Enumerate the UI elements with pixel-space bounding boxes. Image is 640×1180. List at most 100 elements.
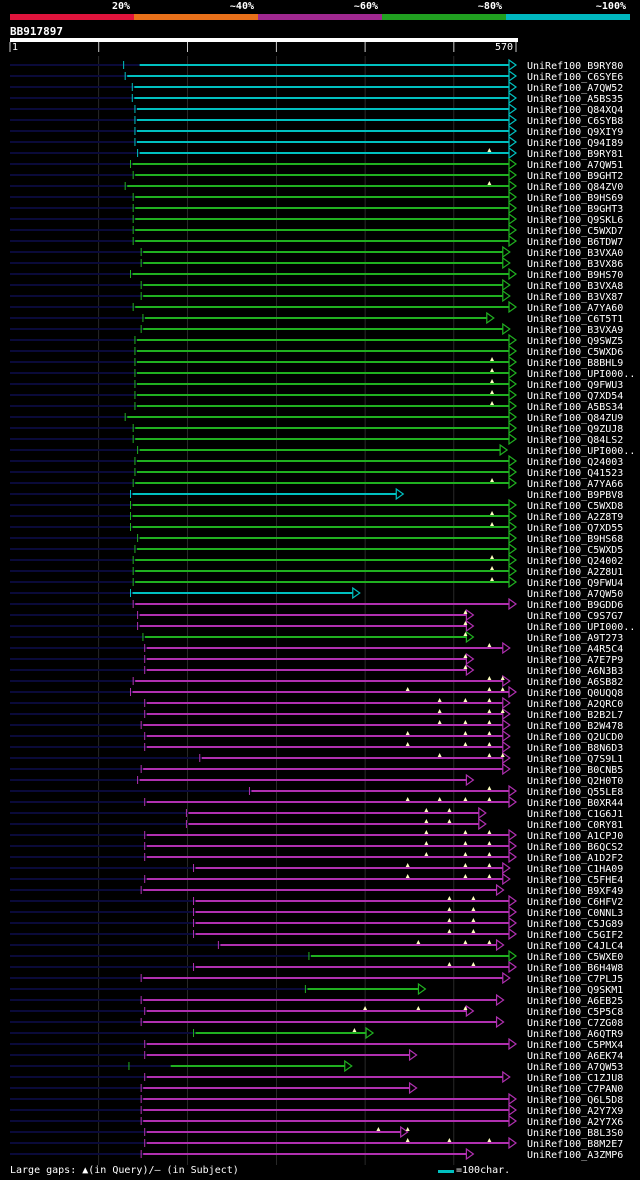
gap-legend: Large gaps: ▲(in Query)/— (in Subject) xyxy=(10,1165,239,1176)
hit-arrow xyxy=(502,740,511,754)
hit-arrow xyxy=(508,388,518,402)
hit-label: UniRef100_B0CNB5 xyxy=(527,765,623,776)
query-gap-marker xyxy=(487,731,492,735)
query-gap-marker xyxy=(405,731,410,735)
hit-arrow xyxy=(495,938,505,952)
query-gap-marker xyxy=(463,797,468,801)
hit-label: UniRef100_C1HA09 xyxy=(527,864,623,875)
hit-arrow xyxy=(502,751,511,765)
query-gap-marker xyxy=(500,676,505,680)
query-gap-marker xyxy=(463,852,468,856)
hit-arrow xyxy=(465,608,475,622)
query-gap-marker xyxy=(490,555,495,559)
query-gap-marker xyxy=(424,819,429,823)
hit-label: UniRef100_Q2H0T0 xyxy=(527,776,623,787)
hit-label: UniRef100_C6T5T1 xyxy=(527,314,623,325)
hit-arrow xyxy=(508,234,518,248)
hit-arrow xyxy=(495,1015,505,1029)
query-gap-marker xyxy=(424,841,429,845)
hit-label: UniRef100_C6SYE6 xyxy=(527,72,623,83)
hit-arrow xyxy=(508,223,518,237)
query-gap-marker xyxy=(447,929,452,933)
hit-arrow xyxy=(508,1103,518,1117)
query-gap-marker xyxy=(500,709,505,713)
query-gap-marker xyxy=(500,753,505,757)
query-gap-marker xyxy=(490,390,495,394)
hit-arrow xyxy=(465,619,475,633)
hit-label: UniRef100_B3VX86 xyxy=(527,259,623,270)
query-gap-marker xyxy=(463,742,468,746)
hit-label: UniRef100_C5GIF2 xyxy=(527,930,623,941)
query-gap-marker xyxy=(487,148,492,152)
hit-arrow xyxy=(502,729,511,743)
hit-arrow xyxy=(508,960,518,974)
hit-label: UniRef100_A6N3B3 xyxy=(527,666,623,677)
query-gap-marker xyxy=(447,896,452,900)
hit-label: UniRef100_Q9SWZ5 xyxy=(527,336,623,347)
hit-label: UniRef100_A6EK74 xyxy=(527,1051,623,1062)
hit-arrow xyxy=(508,135,518,149)
query-gap-marker xyxy=(487,698,492,702)
hit-arrow xyxy=(508,916,518,930)
hit-label: UniRef100_B9GHT2 xyxy=(527,171,623,182)
hit-label: UniRef100_B6QCS2 xyxy=(527,842,623,853)
query-gap-marker xyxy=(500,687,505,691)
legend-swatch xyxy=(134,14,258,20)
legend-label: ~60% xyxy=(353,1,378,12)
hit-arrow xyxy=(408,1081,418,1095)
hit-label: UniRef100_A6EB25 xyxy=(527,996,623,1007)
hit-label: UniRef100_Q55LE8 xyxy=(527,787,623,798)
hit-label: UniRef100_C6SYB8 xyxy=(527,116,623,127)
query-gap-marker xyxy=(463,698,468,702)
hit-arrow xyxy=(465,630,475,644)
query-gap-marker xyxy=(463,1006,468,1010)
query-gap-marker xyxy=(463,720,468,724)
hit-label: UniRef100_A7QW53 xyxy=(527,1062,623,1073)
hit-label: UniRef100_B3VXA8 xyxy=(527,281,623,292)
hit-label: UniRef100_A6QTR9 xyxy=(527,1029,623,1040)
hit-arrow xyxy=(508,850,518,864)
query-gap-marker xyxy=(463,940,468,944)
legend-swatch xyxy=(506,14,630,20)
query-gap-marker xyxy=(376,1127,381,1131)
query-gap-marker xyxy=(463,830,468,834)
query-gap-marker xyxy=(490,368,495,372)
hit-arrow xyxy=(502,696,511,710)
hit-label: UniRef100_A7YA66 xyxy=(527,479,623,490)
query-gap-marker xyxy=(487,852,492,856)
hit-label: UniRef100_A7YA60 xyxy=(527,303,623,314)
hit-arrow xyxy=(508,597,518,611)
query-gap-marker xyxy=(363,1006,368,1010)
hit-label: UniRef100_UPI000.. xyxy=(527,622,635,633)
query-gap-marker xyxy=(490,478,495,482)
hit-arrow xyxy=(508,168,518,182)
query-gap-marker xyxy=(463,610,468,614)
query-gap-marker xyxy=(416,1006,421,1010)
query-gap-marker xyxy=(490,357,495,361)
hit-label: UniRef100_UPI000.. xyxy=(527,446,635,457)
hit-label: UniRef100_C5P5C8 xyxy=(527,1007,623,1018)
hit-arrow xyxy=(502,674,511,688)
query-gap-marker xyxy=(416,940,421,944)
query-gap-marker xyxy=(490,379,495,383)
hit-arrow xyxy=(508,432,518,446)
hit-arrow xyxy=(508,355,518,369)
hit-label: UniRef100_Q24003 xyxy=(527,457,623,468)
hit-arrow xyxy=(508,333,518,347)
hit-label: UniRef100_B9RY81 xyxy=(527,149,623,160)
hit-label: UniRef100_A9T273 xyxy=(527,633,623,644)
hit-label: UniRef100_Q0UQQ8 xyxy=(527,688,623,699)
hit-arrow xyxy=(508,795,518,809)
query-gap-marker xyxy=(447,819,452,823)
hit-label: UniRef100_A1CPJ0 xyxy=(527,831,623,842)
hit-label: UniRef100_Q9XIY9 xyxy=(527,127,623,138)
query-gap-marker xyxy=(490,577,495,581)
query-id: BB917897 xyxy=(10,25,63,38)
query-gap-marker xyxy=(463,621,468,625)
hit-arrow xyxy=(465,1147,475,1161)
query-gap-marker xyxy=(490,511,495,515)
hit-arrow xyxy=(508,1136,518,1150)
hit-label: UniRef100_UPI000.. xyxy=(527,369,635,380)
hit-arrow xyxy=(508,113,518,127)
